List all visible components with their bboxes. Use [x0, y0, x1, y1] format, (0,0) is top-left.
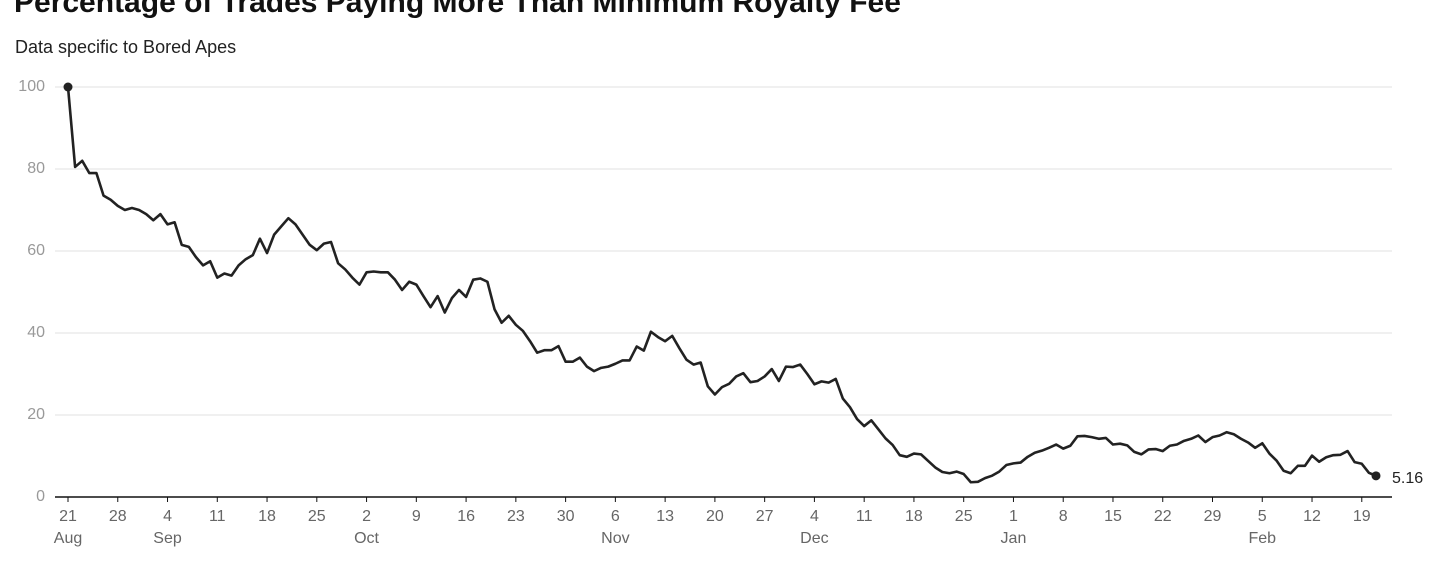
y-tick-label: 20	[27, 406, 45, 423]
x-tick-label: 2	[362, 508, 371, 525]
x-tick-label: 21	[59, 508, 77, 525]
x-tick-label: 20	[706, 508, 724, 525]
x-tick-label: 18	[258, 508, 276, 525]
line	[66, 86, 1377, 484]
x-tick-month: Feb	[1248, 530, 1276, 547]
x-tick-label: 16	[457, 508, 475, 525]
end-point	[1371, 471, 1381, 481]
y-tick-label: 0	[36, 488, 45, 505]
x-tick-label: 19	[1353, 508, 1371, 525]
x-tick-label: 4	[810, 508, 819, 525]
y-tick-label: 40	[27, 324, 45, 341]
x-tick-label: 8	[1059, 508, 1068, 525]
x-tick-month: Oct	[354, 530, 379, 547]
x-tick-label: 11	[856, 508, 873, 525]
chart-title: Percentage of Trades Paying More Than Mi…	[14, 0, 901, 19]
y-tick-label: 80	[27, 160, 45, 177]
x-tick-label: 5	[1258, 508, 1267, 525]
x-tick-label: 11	[209, 508, 226, 525]
x-tick-month: Dec	[800, 530, 828, 547]
x-tick-label: 30	[557, 508, 575, 525]
x-tick-label: 25	[955, 508, 973, 525]
x-tick-month: Jan	[1001, 530, 1027, 547]
x-tick-label: 12	[1303, 508, 1321, 525]
x-tick-label: 23	[507, 508, 525, 525]
x-tick-label: 9	[412, 508, 421, 525]
x-tick-label: 27	[756, 508, 774, 525]
x-tick-label: 28	[109, 508, 127, 525]
y-tick-label: 100	[18, 78, 45, 95]
x-tick-label: 1	[1009, 508, 1018, 525]
x-tick-month: Nov	[601, 530, 629, 547]
x-tick-label: 15	[1104, 508, 1122, 525]
value-label: 5.16	[1392, 470, 1423, 487]
x-tick-label: 22	[1154, 508, 1172, 525]
end-point	[63, 82, 73, 92]
x-tick-label: 13	[656, 508, 674, 525]
x-tick-month: Aug	[54, 530, 82, 547]
x-tick-label: 25	[308, 508, 326, 525]
y-tick-label: 60	[27, 242, 45, 259]
x-tick-label: 6	[611, 508, 620, 525]
x-tick-label: 4	[163, 508, 172, 525]
x-tick-month: Sep	[153, 530, 182, 547]
x-tick-label: 29	[1204, 508, 1222, 525]
chart-subtitle: Data specific to Bored Apes	[15, 37, 236, 57]
x-tick-label: 18	[905, 508, 923, 525]
